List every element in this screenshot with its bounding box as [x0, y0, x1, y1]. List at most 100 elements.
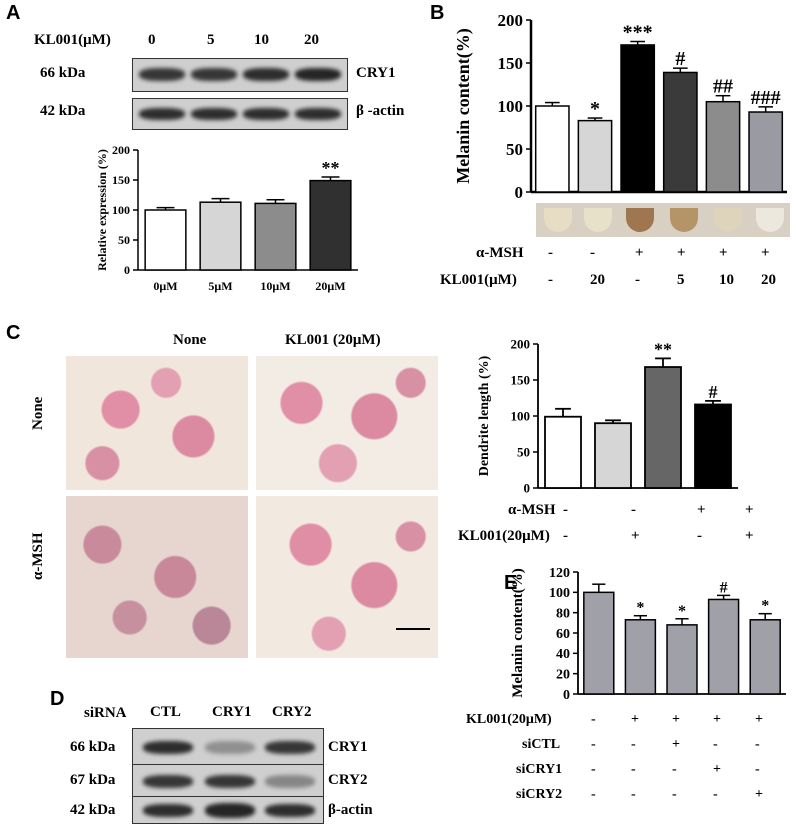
treatment-sign: 10 [719, 272, 734, 288]
x-tick-label: 5μM [208, 279, 232, 293]
treatment-sign: + [755, 787, 763, 802]
blot-band [295, 108, 341, 120]
pellet-tube [714, 208, 742, 232]
bar [662, 71, 698, 193]
blot-band [139, 108, 185, 120]
y-tick-label: 100 [498, 97, 524, 116]
treatment-sign: - [755, 737, 760, 752]
treatment-sign: + [677, 245, 686, 261]
x-tick-label: 10μM [260, 279, 290, 293]
blot-size-label: 42 kDa [70, 802, 116, 818]
row-header: α-MSH [30, 532, 46, 580]
bar [644, 366, 682, 489]
blot-band [265, 741, 315, 754]
pellet-tube [670, 208, 698, 232]
chart-e: 0 20 40 60 80 100 120 Melanin content(%) * * # * [510, 566, 786, 703]
y-tick-label: 50 [517, 445, 530, 460]
treatment-sign: + [713, 762, 721, 777]
y-tick-label: 200 [511, 337, 531, 352]
blot-band [265, 775, 315, 788]
treatment-sign: 20 [761, 272, 776, 288]
blot-size-label: 66 kDa [70, 739, 116, 755]
blot-protein-label: CRY1 [328, 739, 368, 755]
treatment-sign: - [591, 712, 596, 727]
y-tick-label: 80 [556, 607, 570, 622]
significance-marker: # [709, 382, 718, 402]
treatment-sign: + [631, 712, 639, 727]
western-blot-actin [132, 98, 348, 130]
pellet-tube [756, 208, 784, 232]
treatment-sign: - [713, 737, 718, 752]
blot-band [191, 68, 237, 81]
treatment-sign: + [745, 502, 754, 518]
treatment-sign: - [631, 737, 636, 752]
blot-protein-label: CRY2 [328, 772, 368, 788]
treatment-sign: - [591, 787, 596, 802]
treatment-sign: - [672, 762, 677, 777]
blot-band [191, 108, 237, 120]
row-header: None [30, 396, 46, 430]
bar [694, 403, 732, 489]
sirna-label: siRNA [84, 705, 127, 721]
bar [199, 201, 242, 271]
y-tick-label: 200 [498, 11, 524, 30]
y-tick-label: 120 [549, 566, 570, 581]
treatment-label: KL001(μM) [34, 32, 111, 48]
pellet-tube [584, 208, 612, 232]
dose-label: 0 [148, 32, 156, 48]
treatment-sign: - [755, 762, 760, 777]
y-tick-label: 100 [112, 203, 130, 217]
blot-protein-label: CRY1 [356, 65, 396, 81]
significance-marker: * [636, 600, 644, 617]
treatment-sign: - [635, 272, 640, 288]
y-tick-label: 20 [556, 668, 570, 683]
significance-marker: ## [713, 76, 733, 98]
lane-label: CTL [150, 704, 181, 720]
treatment-sign: - [563, 502, 568, 518]
treatment-sign: + [635, 245, 644, 261]
panel-letter-b: B [430, 2, 445, 24]
treatment-row-label: siCRY2 [516, 787, 563, 802]
dose-label: 20 [304, 32, 319, 48]
micrograph-none-kl001 [256, 356, 438, 490]
treatment-sign: - [631, 762, 636, 777]
significance-marker: ### [751, 87, 781, 109]
treatment-sign: 20 [590, 272, 605, 288]
blot-band [143, 775, 193, 788]
y-tick-label: 40 [556, 647, 570, 662]
blot-band [295, 68, 341, 81]
panel-letter-c: C [6, 322, 21, 344]
significance-marker: # [720, 579, 728, 596]
y-tick-label: 150 [498, 54, 524, 73]
significance-marker: ** [654, 339, 672, 359]
treatment-row-label: siCRY1 [516, 762, 563, 777]
treatment-row-label: KL001(μM) [440, 272, 517, 288]
y-axis-label: Melanin content(%) [455, 28, 474, 183]
treatment-sign: + [697, 502, 706, 518]
treatment-sign: + [745, 528, 754, 544]
micrograph-msh-kl001 [256, 496, 438, 658]
scale-bar [396, 628, 430, 630]
bar [624, 619, 657, 695]
significance-marker: * [678, 603, 686, 620]
y-axis-label: Dendrite length (%) [477, 355, 492, 476]
significance-marker: * [761, 598, 769, 615]
y-tick-label: 50 [118, 233, 130, 247]
bar [577, 119, 613, 193]
bar [254, 202, 297, 271]
bar [583, 591, 615, 695]
significance-marker: # [675, 48, 685, 70]
treatment-sign: - [631, 502, 636, 518]
y-tick-label: 0 [563, 688, 570, 703]
treatment-sign: - [548, 245, 553, 261]
blot-band [143, 804, 193, 817]
column-header: KL001 (20μM) [285, 332, 381, 348]
significance-marker: *** [623, 22, 653, 44]
treatment-sign: - [672, 787, 677, 802]
blot-protein-label: β -actin [356, 103, 405, 119]
bar [594, 422, 632, 489]
bar [749, 619, 781, 695]
significance-marker: * [590, 98, 600, 120]
treatment-sign: - [563, 528, 568, 544]
